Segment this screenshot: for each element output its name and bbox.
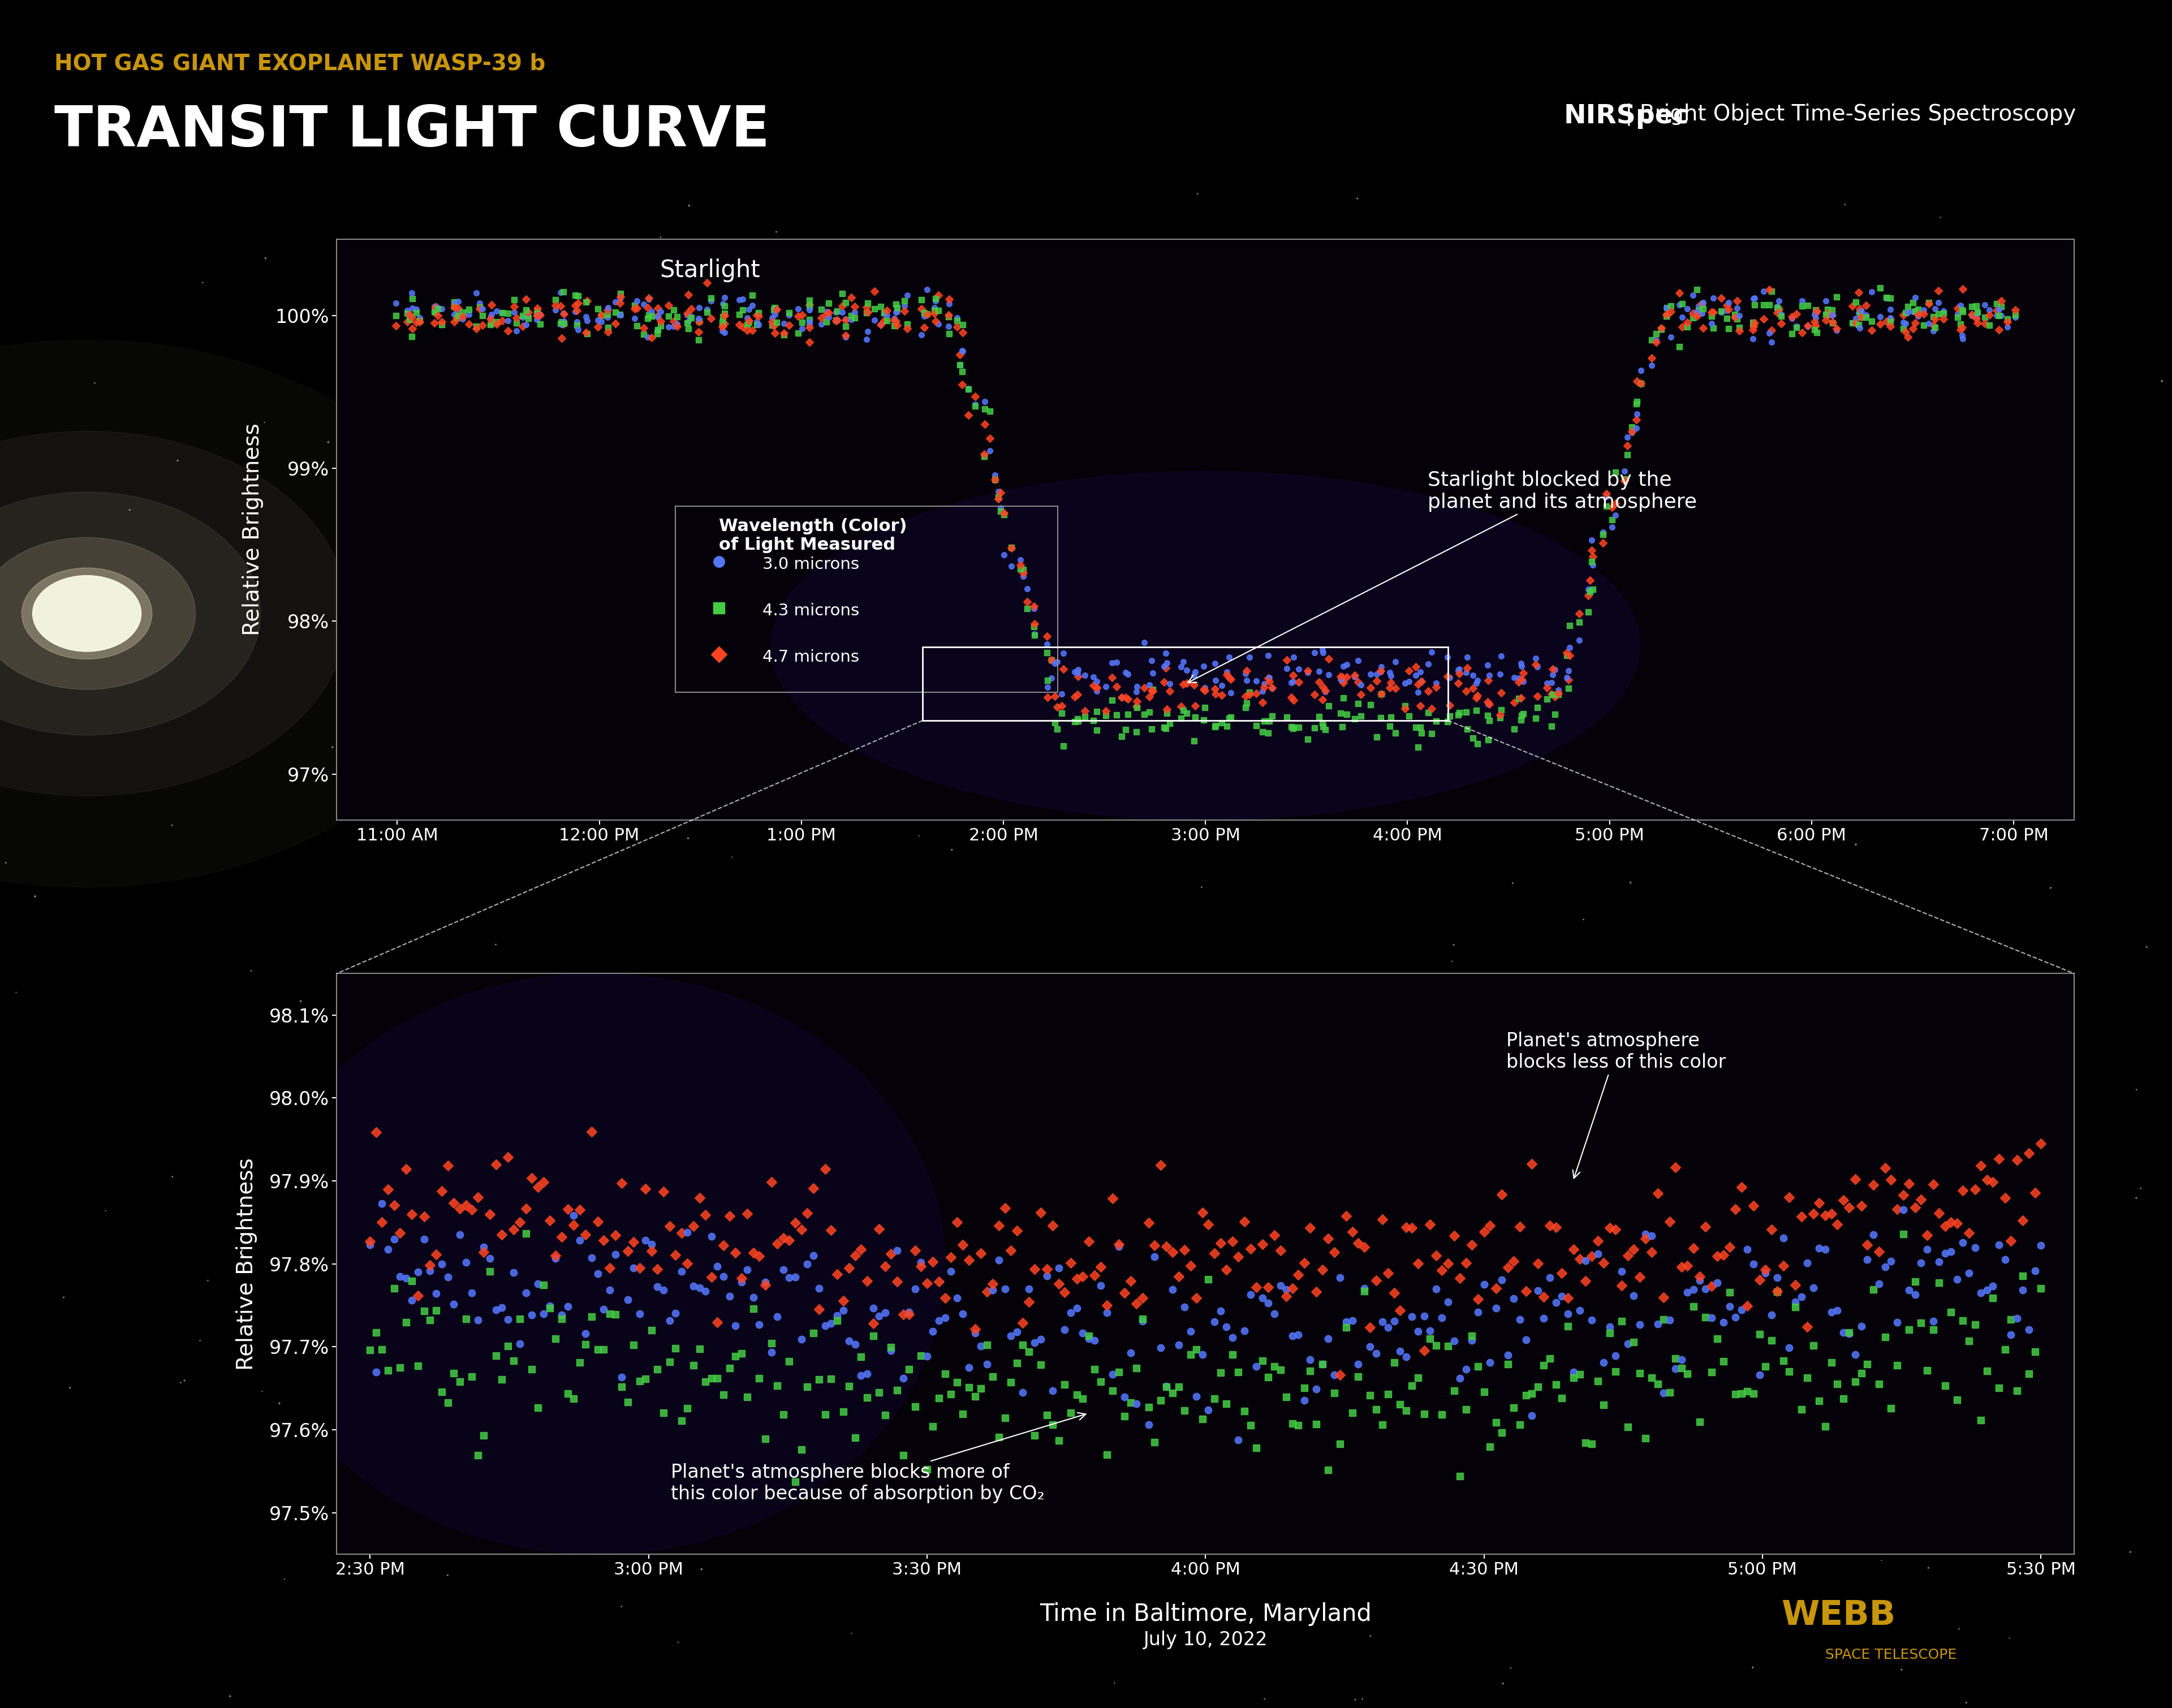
Circle shape <box>0 430 348 796</box>
Text: SPACE TELESCOPE: SPACE TELESCOPE <box>1824 1648 1957 1662</box>
Text: NIRSpec: NIRSpec <box>1564 102 1690 128</box>
Circle shape <box>0 492 261 734</box>
Text: WEBB: WEBB <box>1781 1599 1896 1633</box>
Text: July 10, 2022: July 10, 2022 <box>1142 1631 1268 1648</box>
Text: | Bright Object Time-Series Spectroscopy: | Bright Object Time-Series Spectroscopy <box>1618 102 2076 126</box>
Y-axis label: Relative Brightness: Relative Brightness <box>237 1158 256 1370</box>
Text: 4.7 microns: 4.7 microns <box>762 649 860 664</box>
Text: Planet's atmosphere
blocks less of this color: Planet's atmosphere blocks less of this … <box>1505 1032 1727 1179</box>
Text: Starlight: Starlight <box>660 258 760 282</box>
Bar <box>675 506 1058 692</box>
Text: HOT GAS GIANT EXOPLANET WASP-39 b: HOT GAS GIANT EXOPLANET WASP-39 b <box>54 53 545 73</box>
Y-axis label: Relative Brightness: Relative Brightness <box>241 424 263 635</box>
Circle shape <box>22 567 152 659</box>
Text: Planet's atmosphere blocks more of
this color because of absorption by CO₂: Planet's atmosphere blocks more of this … <box>671 1413 1086 1503</box>
Circle shape <box>33 576 141 651</box>
Text: 4.3 microns: 4.3 microns <box>762 603 860 618</box>
Text: Starlight blocked by the
planet and its atmosphere: Starlight blocked by the planet and its … <box>1188 470 1696 683</box>
Ellipse shape <box>250 974 945 1554</box>
Text: 3.0 microns: 3.0 microns <box>762 557 860 572</box>
Text: Time in Baltimore, Maryland: Time in Baltimore, Maryland <box>1040 1602 1371 1626</box>
Bar <box>923 647 1449 721</box>
Text: TRANSIT LIGHT CURVE: TRANSIT LIGHT CURVE <box>54 102 769 159</box>
Text: Wavelength (Color)
of Light Measured: Wavelength (Color) of Light Measured <box>719 518 908 553</box>
Circle shape <box>0 538 195 690</box>
Ellipse shape <box>771 471 1640 820</box>
